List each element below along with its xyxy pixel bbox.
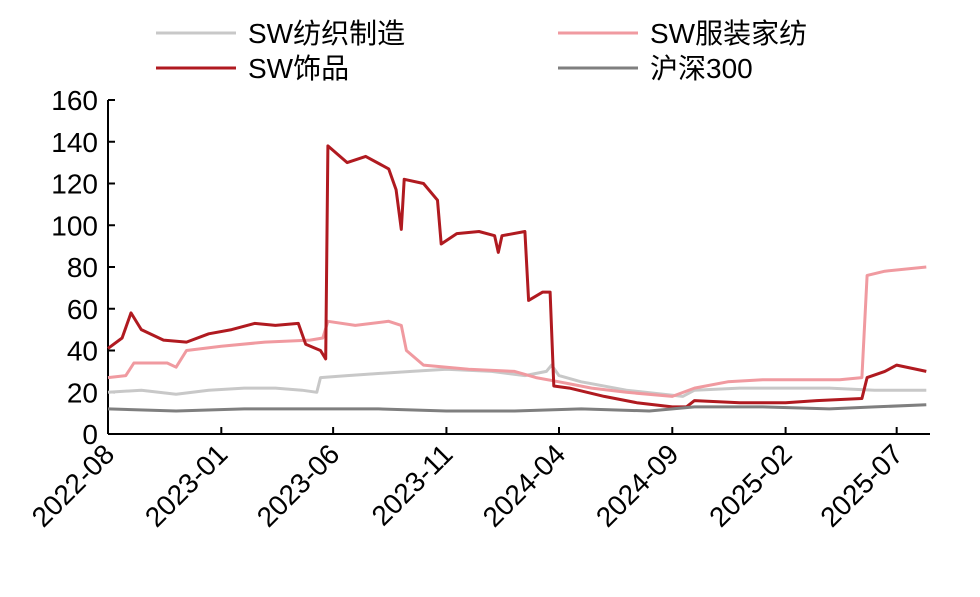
x-tick-label: 2023-06 <box>251 438 346 533</box>
x-tick-label: 2025-07 <box>814 438 909 533</box>
x-tick-label: 2024-04 <box>477 438 572 533</box>
legend-item-1: SW服装家纺 <box>558 18 807 49</box>
legend-label: SW服装家纺 <box>650 18 807 49</box>
legend-item-2: SW饰品 <box>156 53 349 84</box>
x-tick-label: 2023-01 <box>139 438 234 533</box>
series-line-3 <box>107 403 927 413</box>
x-tick-label: 2022-08 <box>26 438 121 533</box>
plot-area <box>107 144 927 413</box>
y-tick-label: 120 <box>51 169 98 200</box>
x-tick-label: 2023-11 <box>366 438 459 531</box>
legend-label: SW纺织制造 <box>248 18 405 49</box>
series-line-2 <box>107 144 927 409</box>
x-tick-label: 2024-09 <box>590 438 685 533</box>
y-axis: 0 20 40 60 80 100 120 140 160 <box>51 85 115 450</box>
legend-label: 沪深300 <box>650 53 753 84</box>
y-tick-label: 20 <box>67 377 98 408</box>
y-tick-label: 40 <box>67 336 98 367</box>
x-tick-label: 2025-02 <box>703 438 798 533</box>
legend-item-3: 沪深300 <box>558 53 753 84</box>
y-tick-label: 140 <box>51 127 98 158</box>
y-tick-label: 80 <box>67 252 98 283</box>
y-tick-label: 100 <box>51 210 98 241</box>
y-tick-label: 0 <box>82 419 98 450</box>
y-tick-label: 60 <box>67 294 98 325</box>
legend: SW纺织制造 SW服装家纺 SW饰品 沪深300 <box>156 18 807 84</box>
series-line-1 <box>107 265 927 398</box>
legend-label: SW饰品 <box>248 53 349 84</box>
x-axis: 2022-08 2023-01 2023-06 2023-11 2024-04 2024-… <box>26 427 930 533</box>
legend-item-0: SW纺织制造 <box>156 18 405 49</box>
y-tick-label: 160 <box>51 85 98 116</box>
